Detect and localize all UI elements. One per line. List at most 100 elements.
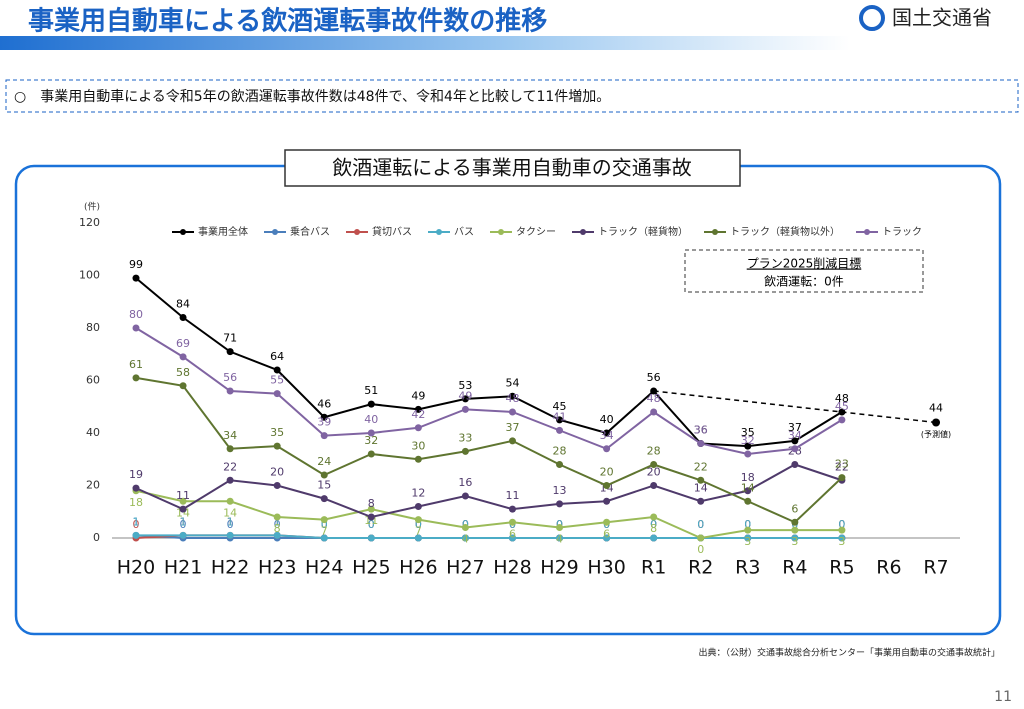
data-point <box>556 500 564 508</box>
data-label: 4 <box>556 533 563 546</box>
data-point <box>367 429 375 437</box>
data-label: 37 <box>788 421 802 434</box>
x-tick-label: H21 <box>164 557 202 579</box>
data-label: 54 <box>505 376 519 389</box>
data-point <box>179 314 187 321</box>
data-label: 0 <box>744 518 751 531</box>
data-label: 40 <box>600 413 614 426</box>
data-label: 8 <box>368 497 375 510</box>
legend-label: 乗合バス <box>290 225 330 238</box>
x-tick-label: H27 <box>446 557 484 579</box>
data-label: 44 <box>929 402 943 415</box>
x-tick-label: H26 <box>399 557 437 579</box>
legend-label: 事業用全体 <box>198 225 248 238</box>
data-point <box>744 442 752 450</box>
data-point <box>179 353 187 361</box>
data-label: 0 <box>368 518 375 531</box>
data-label: 6 <box>603 527 610 540</box>
y-tick-label: 20 <box>86 479 100 492</box>
data-point <box>320 432 328 440</box>
data-point <box>461 524 469 531</box>
data-label: 64 <box>270 350 284 363</box>
legend-marker <box>864 229 870 235</box>
x-tick-label: H20 <box>117 557 155 579</box>
data-point <box>461 492 469 500</box>
data-point <box>179 531 187 539</box>
data-point <box>461 405 469 413</box>
data-label: 0 <box>744 518 751 531</box>
data-point <box>320 534 328 542</box>
data-point <box>603 482 611 489</box>
data-label: 6 <box>509 527 516 540</box>
data-label: 42 <box>411 408 425 421</box>
data-label: 0 <box>650 518 657 531</box>
data-label: 20 <box>647 466 661 479</box>
data-label: 1 <box>227 515 234 528</box>
target-text: 飲酒運転：0件 <box>764 274 844 289</box>
data-point <box>744 534 752 542</box>
data-label: 48 <box>835 392 849 405</box>
data-label: 34 <box>223 429 237 442</box>
data-label: 23 <box>835 458 849 471</box>
data-label: 15 <box>317 479 331 492</box>
data-label: 12 <box>411 487 425 500</box>
data-label: 19 <box>129 468 143 481</box>
data-label: 46 <box>317 397 331 410</box>
data-point <box>132 274 140 282</box>
data-label: 80 <box>129 308 143 321</box>
series-line <box>135 489 842 540</box>
y-axis-unit: (件) <box>84 201 100 213</box>
target-box <box>684 249 924 293</box>
data-label: 0 <box>415 518 422 531</box>
data-label: 32 <box>364 434 378 447</box>
legend-label: トラック（軽貨物） <box>598 225 688 238</box>
legend-label: トラック <box>882 226 922 238</box>
data-point <box>461 395 469 403</box>
data-label: 99 <box>129 258 143 271</box>
data-label: 33 <box>458 431 472 444</box>
data-point <box>697 497 705 505</box>
data-label: 84 <box>176 298 190 311</box>
data-point <box>556 524 564 531</box>
x-tick-label: R4 <box>782 557 807 579</box>
x-tick-label: R7 <box>923 557 948 579</box>
data-point <box>179 382 187 390</box>
legend-marker <box>712 229 718 235</box>
data-point <box>556 461 564 468</box>
data-point <box>603 445 611 453</box>
data-label: 0 <box>321 518 328 531</box>
series-line <box>135 463 843 519</box>
data-point <box>791 526 799 534</box>
data-label: 34 <box>788 429 802 442</box>
data-label: 0 <box>838 518 845 531</box>
data-label: 1 <box>133 515 140 528</box>
data-label: 0 <box>415 518 422 531</box>
y-tick-label: 80 <box>86 321 100 334</box>
data-label: 0 <box>838 518 845 531</box>
data-label: 0 <box>274 518 281 531</box>
data-label: 35 <box>270 426 284 439</box>
data-point <box>650 408 658 416</box>
data-label: 0 <box>744 518 751 531</box>
data-point <box>226 445 234 453</box>
y-tick-label: 120 <box>79 216 100 229</box>
data-label: 0 <box>697 543 704 556</box>
legend-label: タクシー <box>516 226 556 238</box>
data-point <box>744 487 752 495</box>
data-point <box>508 518 516 526</box>
data-label: 49 <box>411 389 425 402</box>
data-point <box>603 518 611 526</box>
data-label: 36 <box>694 424 708 437</box>
data-label: 3 <box>791 535 798 548</box>
x-tick-label: R1 <box>641 557 666 579</box>
data-point <box>273 390 281 398</box>
x-tick-label: H30 <box>587 557 625 579</box>
header-title: 事業用自動車による飲酒運転事故件数の推移 <box>28 6 547 37</box>
data-point <box>838 534 846 542</box>
data-point <box>603 534 611 542</box>
data-point <box>508 505 516 513</box>
data-point <box>508 437 516 445</box>
data-label: 3 <box>838 535 845 548</box>
legend-label: トラック（軽貨物以外） <box>730 225 840 238</box>
data-point <box>697 476 705 484</box>
